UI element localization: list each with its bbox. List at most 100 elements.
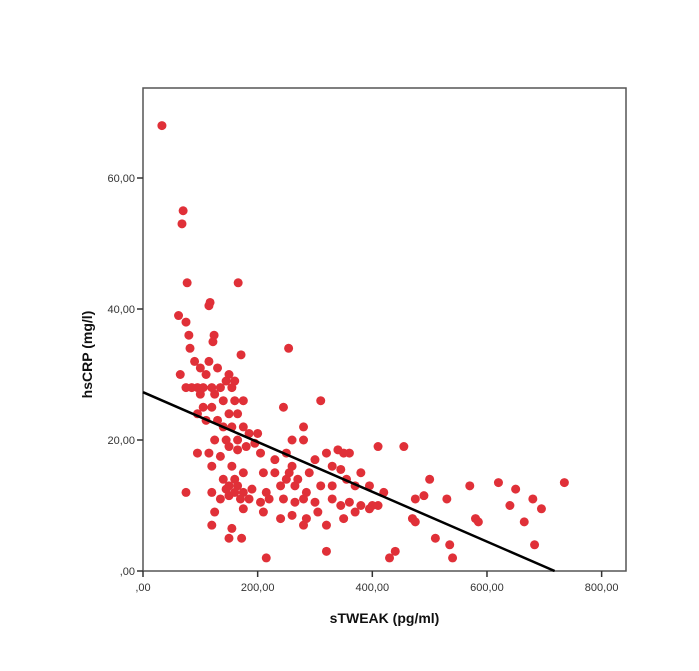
data-point xyxy=(364,481,374,491)
data-point xyxy=(227,461,237,471)
data-point xyxy=(178,206,188,216)
data-point xyxy=(177,219,187,229)
x-tick-label: 800,00 xyxy=(585,582,619,594)
data-point xyxy=(344,497,354,507)
data-point xyxy=(237,533,247,543)
data-point xyxy=(276,514,286,524)
y-axis-ticks: ,00 20,00 40,00 60,00 xyxy=(107,173,143,578)
data-point xyxy=(213,363,223,373)
data-point xyxy=(182,278,192,288)
data-point xyxy=(430,533,440,543)
data-point xyxy=(207,487,217,497)
data-point xyxy=(181,317,191,327)
data-point xyxy=(511,484,521,494)
data-point xyxy=(208,337,218,347)
x-tick-label: ,00 xyxy=(135,582,150,594)
data-point xyxy=(201,370,211,379)
data-point xyxy=(204,301,214,311)
data-point xyxy=(175,370,185,379)
data-point xyxy=(233,409,243,419)
data-point xyxy=(210,507,220,517)
data-point xyxy=(336,464,346,474)
data-point xyxy=(236,350,246,360)
data-point xyxy=(258,468,268,478)
data-point xyxy=(278,402,288,412)
data-point xyxy=(339,514,349,524)
data-point xyxy=(321,448,331,458)
data-point xyxy=(215,451,225,461)
data-point xyxy=(356,501,366,510)
data-point xyxy=(505,501,515,510)
data-point xyxy=(310,497,320,507)
data-point xyxy=(327,461,337,471)
data-point xyxy=(227,523,237,533)
data-point xyxy=(174,311,184,321)
data-point xyxy=(185,343,195,353)
data-point xyxy=(316,481,326,491)
data-point xyxy=(278,494,288,504)
data-points xyxy=(157,121,569,563)
data-point xyxy=(287,510,297,520)
data-point xyxy=(195,363,205,373)
data-point xyxy=(198,402,208,412)
data-point xyxy=(313,507,323,517)
data-point xyxy=(356,468,366,478)
data-point xyxy=(465,481,475,491)
data-point xyxy=(224,533,234,543)
data-point xyxy=(373,442,383,452)
data-point xyxy=(218,396,228,406)
data-point xyxy=(530,540,540,550)
x-axis-title: sTWEAK (pg/ml) xyxy=(330,610,440,626)
data-point xyxy=(385,553,395,563)
data-point xyxy=(227,383,237,393)
data-point xyxy=(281,474,291,484)
data-point xyxy=(344,448,354,458)
data-point xyxy=(442,494,452,504)
data-point xyxy=(190,356,200,366)
data-point xyxy=(253,428,263,438)
data-point xyxy=(241,442,251,452)
data-point xyxy=(181,487,191,497)
data-point xyxy=(270,468,280,478)
data-point xyxy=(390,546,400,556)
data-point xyxy=(207,402,217,412)
data-point xyxy=(284,343,294,353)
data-point xyxy=(224,491,234,501)
data-point xyxy=(264,494,274,504)
data-point xyxy=(184,330,194,340)
data-point xyxy=(207,461,217,471)
data-point xyxy=(350,507,360,517)
data-point xyxy=(261,553,271,563)
data-point xyxy=(327,494,337,504)
data-point xyxy=(238,422,248,432)
data-point xyxy=(233,445,243,455)
data-point xyxy=(215,494,225,504)
y-tick-label: 40,00 xyxy=(107,304,135,316)
data-point xyxy=(256,497,266,507)
data-point xyxy=(204,356,214,366)
data-point xyxy=(528,494,538,504)
data-point xyxy=(364,504,374,514)
data-point xyxy=(493,478,503,488)
y-axis-title: hsCRP (mg/l) xyxy=(79,311,95,399)
data-point xyxy=(445,540,455,550)
data-point xyxy=(247,484,257,494)
data-point xyxy=(215,383,225,393)
data-point xyxy=(195,389,205,399)
data-point xyxy=(410,494,420,504)
data-point xyxy=(473,517,483,527)
data-point xyxy=(425,474,435,484)
data-point xyxy=(233,278,243,288)
data-point xyxy=(276,481,286,491)
data-point xyxy=(270,455,280,465)
data-point xyxy=(536,504,546,514)
data-point xyxy=(210,389,220,399)
data-point xyxy=(448,553,458,563)
data-point xyxy=(224,409,234,419)
data-point xyxy=(244,428,254,438)
data-point xyxy=(321,546,331,556)
data-point xyxy=(321,520,331,530)
data-point xyxy=(157,121,167,131)
data-point xyxy=(519,517,529,527)
